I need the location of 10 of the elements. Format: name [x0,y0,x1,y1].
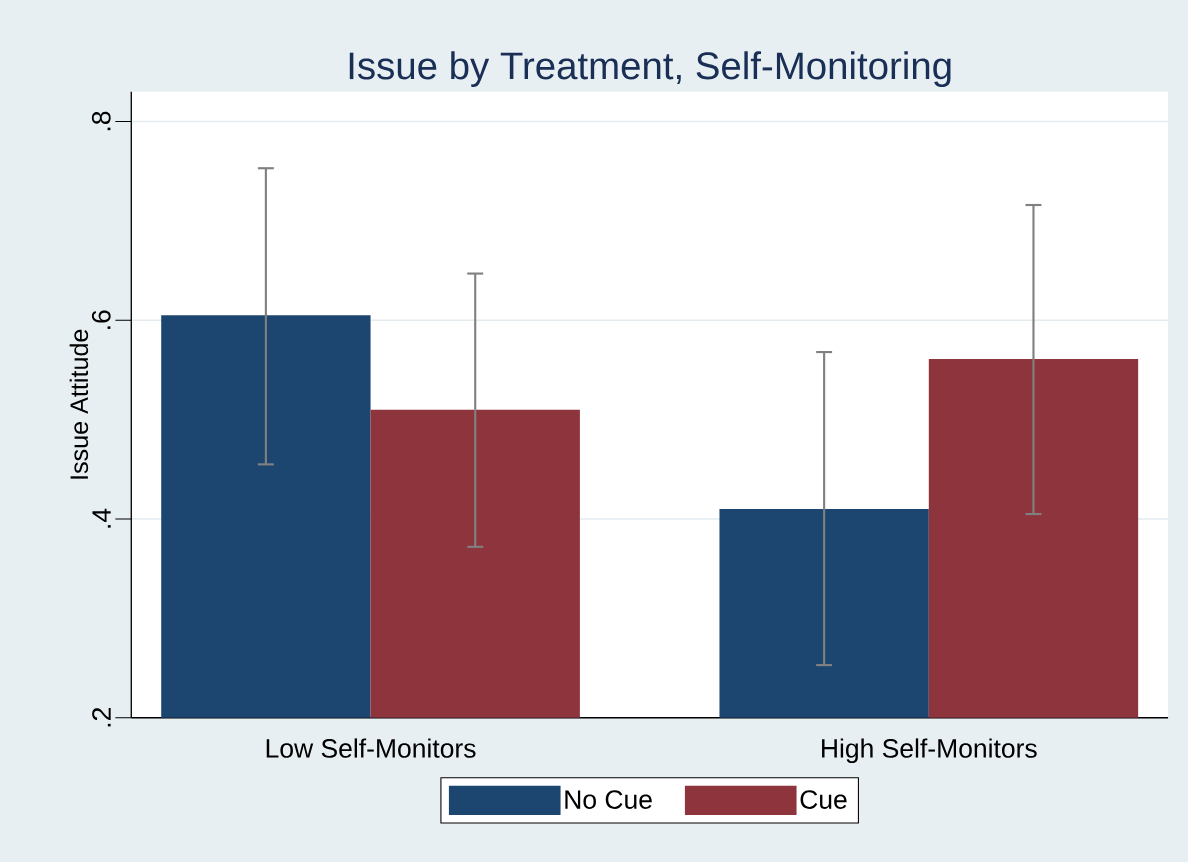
chart-title: Issue by Treatment, Self-Monitoring [349,51,951,87]
y-axis-title: Issue Attitude [69,329,89,479]
x-tick-label: Low Self-Monitors [266,738,476,758]
y-tick-label: .4 [92,508,111,528]
x-tick-label: High Self-Monitors [822,738,1037,763]
legend-label: Cue [800,790,847,809]
y-tick-label: .2 [92,707,111,727]
legend-label: No Cue [565,790,652,809]
y-tick-label: .8 [91,111,111,131]
y-tick-label: .6 [91,310,111,329]
